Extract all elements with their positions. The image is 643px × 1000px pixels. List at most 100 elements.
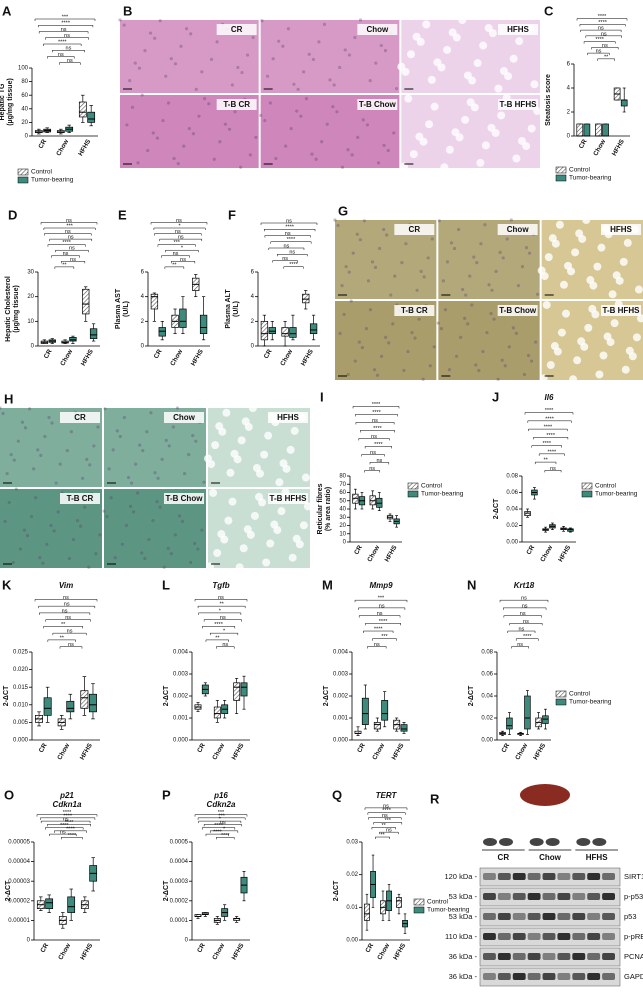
y-tick-label: 0 <box>31 344 35 350</box>
tissue-texture <box>140 551 144 555</box>
band <box>557 893 571 900</box>
y-tick-label: 0.020 <box>13 667 29 673</box>
significance-label: **** <box>221 833 230 839</box>
y-tick-label: 0.003 <box>173 672 189 678</box>
tissue-texture <box>158 19 162 23</box>
significance-bracket <box>153 227 206 230</box>
x-tick-label: HFHS <box>300 348 315 367</box>
box <box>620 99 628 107</box>
panel-letter: D <box>8 207 17 222</box>
kda-label: 36 kDa - <box>449 972 478 981</box>
tissue-texture <box>286 445 295 454</box>
box <box>158 327 166 337</box>
significance-label: **** <box>62 240 71 246</box>
band <box>587 973 601 980</box>
tissue-texture <box>43 434 47 439</box>
tissue-texture <box>335 110 339 114</box>
tissue-texture <box>599 351 608 360</box>
tissue-texture <box>374 61 378 65</box>
significance-label: ns <box>222 642 228 648</box>
tissue-texture <box>148 31 153 35</box>
significance-bracket <box>209 632 239 636</box>
significance-label: ns <box>601 31 607 37</box>
tissue-texture <box>282 464 291 473</box>
tissue-texture <box>75 519 80 523</box>
y-tick-label: 40 <box>21 106 28 112</box>
significance-bracket <box>502 607 547 610</box>
tissue-texture <box>133 61 137 65</box>
tissue-texture <box>421 377 425 381</box>
tile-label: T-B Chow <box>499 306 537 315</box>
tissue-texture <box>368 308 373 312</box>
significance-label: ns <box>386 828 392 834</box>
y-axis-label: 2-ΔCT <box>5 880 12 901</box>
tissue-texture <box>202 97 207 101</box>
tissue-texture <box>360 346 364 350</box>
significance-label: **** <box>548 449 557 455</box>
significance-bracket <box>43 43 82 46</box>
legend-label: Tumor-bearing <box>569 699 612 706</box>
tissue-texture <box>191 434 195 438</box>
blot-strip <box>479 947 621 967</box>
significance-bracket <box>198 820 242 824</box>
tissue-texture <box>81 476 85 480</box>
panel-letter: P <box>162 787 171 802</box>
box <box>309 323 318 335</box>
significance-label: **** <box>68 833 77 839</box>
significance-label: * <box>223 629 226 635</box>
significance-label: **** <box>372 410 381 416</box>
band <box>483 973 496 980</box>
tissue-texture <box>302 70 306 74</box>
tissue-texture <box>289 126 293 131</box>
tissue-texture <box>557 328 566 337</box>
significance-bracket <box>45 37 90 40</box>
significance-bracket <box>43 227 96 230</box>
tile-label-bg <box>60 412 100 423</box>
band <box>572 933 586 940</box>
y-axis-label: 2-ΔCT <box>3 685 10 706</box>
tissue-texture <box>215 40 219 44</box>
tissue-texture <box>134 462 138 466</box>
y-tick-label: 0.002 <box>173 694 189 700</box>
tissue-texture <box>459 335 463 339</box>
significance-label: ns <box>517 642 523 648</box>
tissue-texture <box>182 471 187 476</box>
significance-label: **** <box>285 225 294 231</box>
significance-label: ns <box>598 26 604 32</box>
tissue-texture <box>151 519 155 523</box>
tissue-texture <box>304 97 309 101</box>
tile-label: T-B Chow <box>359 100 397 109</box>
significance-bracket <box>270 241 312 244</box>
panel-letter: I <box>320 389 324 404</box>
significance-bracket <box>364 446 392 449</box>
legend-swatch <box>581 482 593 490</box>
significance-label: **** <box>289 262 298 268</box>
significance-bracket <box>43 626 83 629</box>
significance-bracket <box>576 18 628 21</box>
tissue-texture <box>248 153 252 157</box>
tissue-texture <box>340 165 345 169</box>
tissue-texture <box>516 283 520 288</box>
significance-label: ns <box>176 218 182 224</box>
tile-label-bg <box>497 305 538 316</box>
significance-label: *** <box>378 596 385 602</box>
band <box>483 893 496 900</box>
mouse-icon <box>592 838 607 846</box>
tissue-texture <box>129 481 134 485</box>
band <box>587 953 601 960</box>
tissue-texture <box>347 53 352 57</box>
significance-bracket <box>36 814 98 817</box>
box <box>289 327 297 338</box>
tissue-texture <box>468 274 472 278</box>
tissue-texture <box>344 265 348 269</box>
y-tick-label: 0.00002 <box>8 898 30 904</box>
significance-label: * <box>181 246 184 252</box>
box <box>302 293 310 304</box>
box <box>89 328 98 339</box>
kda-label: 53 kDa - <box>449 892 478 901</box>
tissue-texture <box>496 377 500 381</box>
tissue-texture <box>126 475 131 480</box>
tissue-texture <box>540 272 549 281</box>
tissue-texture <box>299 114 303 118</box>
tissue-texture <box>477 368 481 373</box>
